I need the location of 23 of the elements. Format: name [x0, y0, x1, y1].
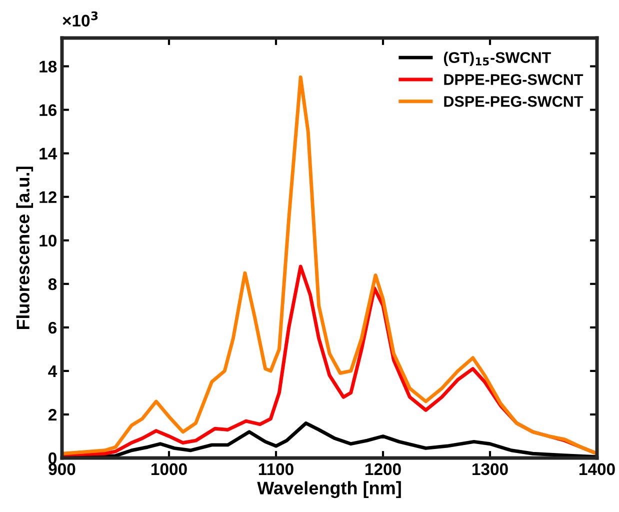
y-tick-label: 6 — [48, 322, 57, 334]
y-tick-label: 12 — [40, 191, 56, 203]
legend-label: DPPE-PEG-SWCNT — [444, 74, 584, 85]
y-tick-label: 16 — [40, 104, 57, 116]
x-tick-label: 1100 — [258, 463, 294, 476]
y-tick-label: 18 — [40, 60, 57, 72]
legend-label: DSPE-PEG-SWCNT — [444, 96, 584, 107]
text: ×10$^{3}$ — [62, 11, 98, 27]
x-tick-label: 1200 — [366, 463, 401, 476]
y-tick-label: 8 — [48, 278, 57, 290]
legend-label: (GT)$_{15}$-SWCNT — [444, 52, 551, 66]
y-tick-label: 4 — [48, 366, 58, 377]
x-tick-label: 1400 — [580, 463, 615, 476]
y-axis-title: Fluorescence [a.u.] — [16, 166, 34, 330]
x-tick-label: 1000 — [152, 463, 187, 476]
x-axis-title: Wavelength [nm] — [257, 481, 401, 498]
y-tick-label: 0 — [48, 452, 56, 464]
line-series — [62, 75, 597, 456]
y-tick-label: 14 — [40, 148, 58, 160]
x-tick-label: 1300 — [472, 463, 508, 476]
x-tick-label: 900 — [48, 463, 76, 476]
y-tick-label: 10 — [40, 234, 56, 247]
y-tick-label: 2 — [48, 408, 56, 421]
